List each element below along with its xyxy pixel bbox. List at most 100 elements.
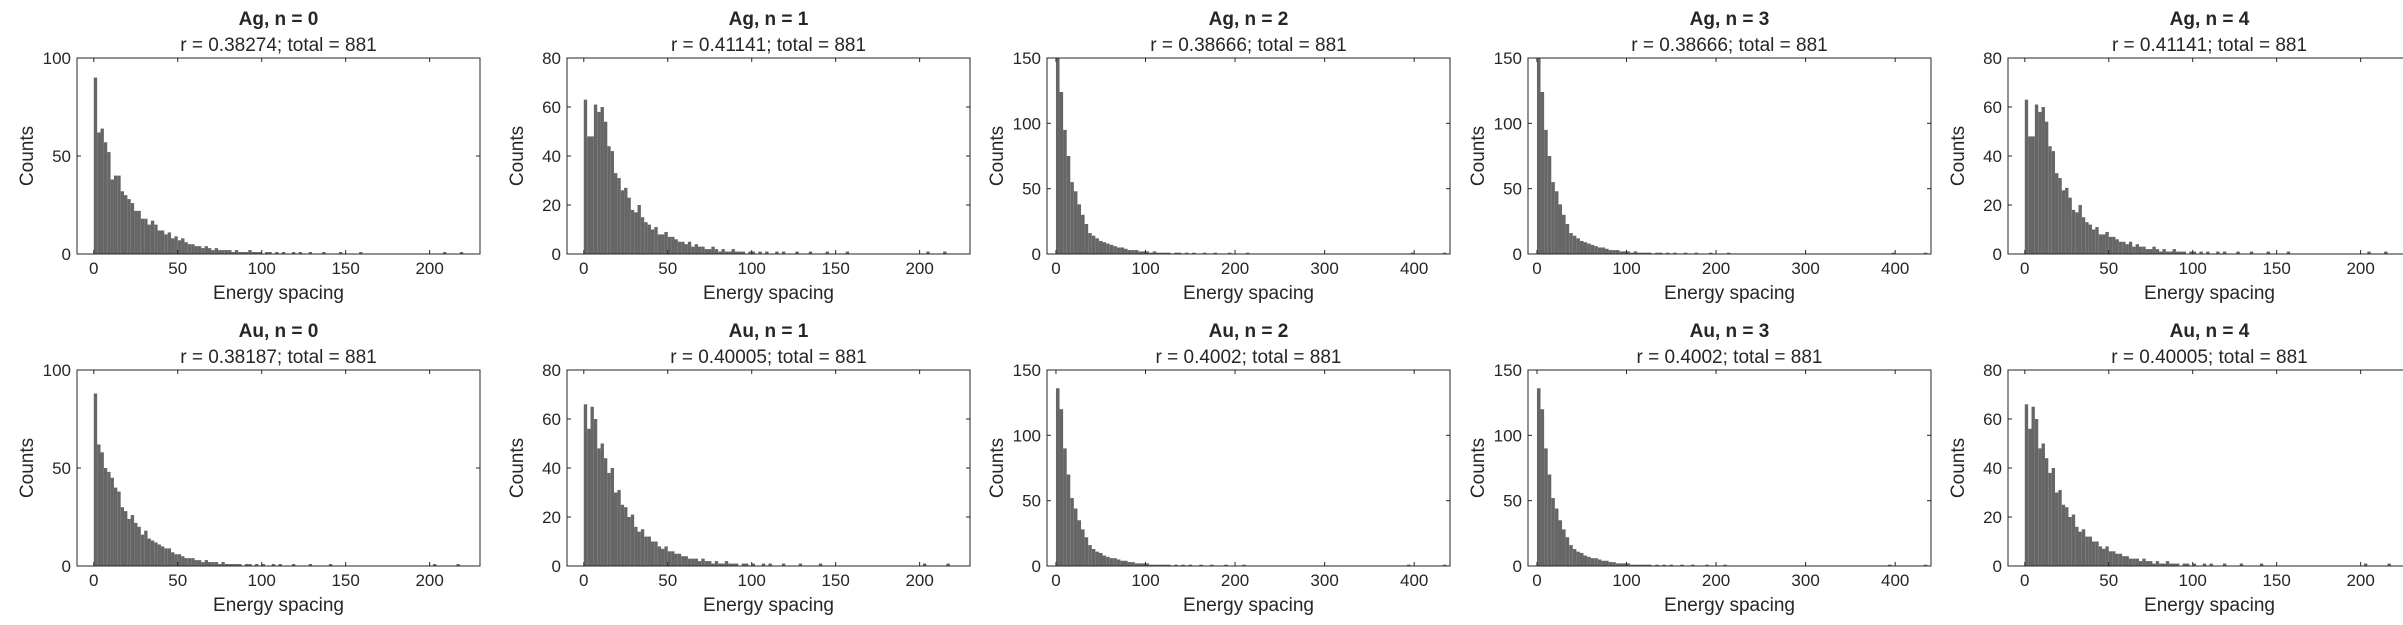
histogram-bar	[1167, 564, 1171, 566]
x-tick-label: 150	[2262, 259, 2290, 278]
histogram-bar	[1124, 560, 1128, 566]
y-tick-label: 150	[1013, 361, 1041, 380]
x-tick-label: 200	[905, 571, 933, 590]
histogram-bar	[2179, 251, 2183, 254]
histogram-bar	[583, 99, 588, 255]
x-tick-label: 100	[1612, 259, 1640, 278]
histogram-bar	[1544, 129, 1548, 254]
histogram-bar	[2065, 187, 2069, 254]
y-axis-label: Counts	[1468, 126, 1489, 186]
histogram-bar	[1648, 252, 1652, 254]
histogram-bar	[1059, 91, 1064, 254]
histogram-bar	[174, 554, 178, 566]
histogram-bar	[238, 252, 242, 254]
y-tick-label: 100	[43, 49, 71, 68]
histogram-bar	[654, 541, 658, 566]
histogram-bar	[1098, 552, 1103, 566]
bars	[583, 99, 947, 255]
histogram-bar	[2088, 224, 2092, 254]
histogram-bar	[825, 251, 829, 254]
histogram-bar	[1572, 235, 1577, 254]
histogram-bar	[241, 252, 245, 254]
x-tick-label: 50	[658, 259, 677, 278]
histogram-bar	[211, 250, 215, 254]
histogram-bar	[751, 251, 756, 254]
histogram-bar	[2108, 236, 2113, 254]
histogram-bar	[244, 252, 249, 254]
y-tick-label: 60	[1983, 98, 2002, 117]
histogram-bar	[130, 203, 135, 254]
histogram-bar	[194, 560, 198, 566]
histogram-bar	[1106, 243, 1110, 254]
histogram-bar	[607, 472, 611, 566]
histogram-bar	[2078, 531, 2082, 566]
histogram-bar	[607, 146, 611, 254]
histogram-bar	[1655, 252, 1659, 254]
histogram-bar	[691, 246, 695, 254]
x-tick-label: 100	[1131, 259, 1159, 278]
histogram-bar	[107, 471, 111, 566]
histogram-bar	[2222, 563, 2227, 566]
histogram-bar	[1637, 564, 1641, 566]
histogram-bar	[741, 563, 745, 566]
histogram-bar	[2031, 406, 2035, 566]
histogram-bar	[761, 563, 766, 566]
histogram-bar	[1633, 251, 1638, 254]
histogram-bar	[1536, 58, 1541, 254]
histogram-bar	[741, 251, 745, 254]
histogram-bar	[2041, 443, 2045, 566]
histogram-bar	[1055, 388, 1060, 566]
histogram-bar	[2048, 146, 2052, 254]
histogram-bar	[1576, 551, 1580, 566]
histogram-bar	[590, 406, 594, 566]
panel-subtitle: r = 0.4002; total = 881	[1637, 347, 1823, 368]
histogram-bar	[167, 232, 172, 254]
histogram-bar	[1594, 558, 1598, 566]
histogram-bar	[630, 514, 635, 566]
x-tick-label: 200	[1702, 259, 1730, 278]
histogram-bar	[1640, 564, 1645, 566]
histogram-bar	[191, 558, 195, 566]
histogram-bar	[1630, 564, 1634, 566]
histogram-bar	[708, 249, 712, 254]
histogram-bar	[2216, 251, 2220, 254]
histogram-bar	[2182, 563, 2186, 566]
histogram-bar	[1084, 223, 1089, 254]
histogram-bar	[687, 558, 692, 566]
y-tick-label: 50	[1503, 180, 1522, 199]
histogram-bar	[1106, 556, 1110, 566]
histogram-bar	[694, 558, 698, 566]
panel-title: Au, n = 0	[239, 321, 319, 342]
histogram-bar	[1131, 250, 1135, 254]
histogram-bar	[2249, 251, 2254, 254]
histogram-bar	[1066, 156, 1071, 254]
histogram-bar	[697, 561, 702, 566]
histogram-bar	[1536, 388, 1541, 566]
histogram-bar	[701, 246, 705, 254]
histogram-bar	[275, 252, 279, 254]
histogram-bar	[2239, 563, 2244, 566]
histogram-bar	[724, 561, 729, 566]
histogram-bar	[681, 556, 685, 566]
histogram-bar	[721, 249, 725, 254]
histogram-bar	[308, 252, 313, 254]
histogram-bar	[2138, 561, 2143, 566]
histogram-panel-2: Ag, n = 2 r = 0.38666; total = 881 0 100 200…	[987, 9, 1451, 304]
histogram-bar	[734, 251, 739, 254]
y-tick-label: 80	[1983, 49, 2002, 68]
bars	[2024, 404, 2391, 566]
histogram-bar	[650, 229, 655, 254]
axes-box	[1527, 369, 1932, 567]
x-axis-label: Energy spacing	[1664, 283, 1795, 304]
bars	[583, 404, 950, 566]
histogram-bar	[117, 491, 121, 566]
y-tick-label: 150	[1013, 49, 1041, 68]
histogram-bar	[140, 218, 145, 254]
histogram-bar	[2172, 563, 2176, 566]
histogram-bar	[2363, 563, 2368, 566]
histogram-bar	[2095, 541, 2099, 566]
histogram-bar	[1174, 564, 1178, 566]
panel-subtitle: r = 0.38187; total = 881	[180, 347, 377, 368]
histogram-bar	[2041, 107, 2045, 254]
histogram-bar	[2071, 514, 2076, 566]
